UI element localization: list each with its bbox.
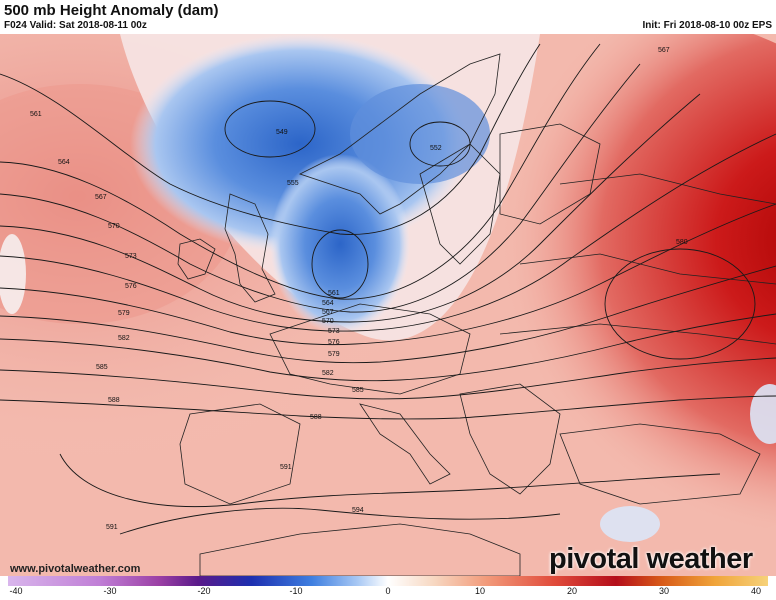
contour-label: 567 bbox=[658, 47, 670, 54]
map-canvas: 561 564 567 570 573 576 579 582 585 588 … bbox=[0, 34, 776, 576]
contour-label: 573 bbox=[328, 328, 340, 335]
coastlines bbox=[177, 53, 776, 576]
init-time: Init: Fri 2018-08-10 00z EPS bbox=[642, 20, 772, 31]
colorbar-tick: -40 bbox=[9, 586, 23, 596]
pivotal-weather-logo: pivotal weather bbox=[549, 543, 753, 575]
colorbar-tick: 10 bbox=[474, 586, 486, 596]
contour-label: 549 bbox=[276, 129, 288, 136]
contour-label: 585 bbox=[352, 387, 364, 394]
contour-label: 561 bbox=[328, 290, 340, 297]
contour-label: 561 bbox=[30, 111, 42, 118]
contour-label: 579 bbox=[118, 310, 130, 317]
contour-label: 570 bbox=[322, 318, 334, 325]
colorbar-tick: -30 bbox=[103, 586, 117, 596]
colorbar-tick: -10 bbox=[289, 586, 303, 596]
colorbar-tick: -20 bbox=[197, 586, 211, 596]
contour-label: 576 bbox=[125, 283, 137, 290]
contour-label: 567 bbox=[95, 194, 107, 201]
height-anomaly-map: 561 564 567 570 573 576 579 582 585 588 … bbox=[0, 34, 776, 576]
contour-label: 564 bbox=[58, 159, 70, 166]
contour-labels: 561 564 567 570 573 576 579 582 585 588 … bbox=[30, 47, 688, 531]
contour-label: 567 bbox=[322, 309, 334, 316]
contour-label: 585 bbox=[96, 364, 108, 371]
contour-label: 576 bbox=[328, 339, 340, 346]
contour-label: 591 bbox=[280, 464, 292, 471]
colorbar-tick: 20 bbox=[566, 586, 578, 596]
colorbar-tick: 40 bbox=[750, 586, 762, 596]
valid-time: F024 Valid: Sat 2018-08-11 00z bbox=[4, 20, 147, 31]
contour-label: 594 bbox=[352, 507, 364, 514]
contour-label: 588 bbox=[310, 414, 322, 421]
map-title: 500 mb Height Anomaly (dam) bbox=[4, 2, 219, 19]
contour-label: 555 bbox=[287, 180, 299, 187]
contour-label: 552 bbox=[430, 145, 442, 152]
contour-label: 573 bbox=[125, 253, 137, 260]
source-url: www.pivotalweather.com bbox=[10, 563, 141, 575]
contour-label: 588 bbox=[108, 397, 120, 404]
contour-label: 580 bbox=[676, 239, 688, 246]
header: 500 mb Height Anomaly (dam) F024 Valid: … bbox=[0, 0, 776, 34]
colorbar bbox=[8, 576, 768, 586]
colorbar-tick: 0 bbox=[385, 586, 391, 596]
colorbar-ticks: -40 -30 -20 -10 0 10 20 30 40 bbox=[0, 586, 776, 600]
contour-label: 564 bbox=[322, 300, 334, 307]
contour-label: 582 bbox=[322, 370, 334, 377]
height-contours bbox=[0, 43, 776, 535]
colorbar-gradient bbox=[8, 576, 768, 586]
contour-label: 582 bbox=[118, 335, 130, 342]
colorbar-tick: 30 bbox=[658, 586, 670, 596]
contour-label: 579 bbox=[328, 351, 340, 358]
contour-label: 570 bbox=[108, 223, 120, 230]
contour-label: 591 bbox=[106, 524, 118, 531]
